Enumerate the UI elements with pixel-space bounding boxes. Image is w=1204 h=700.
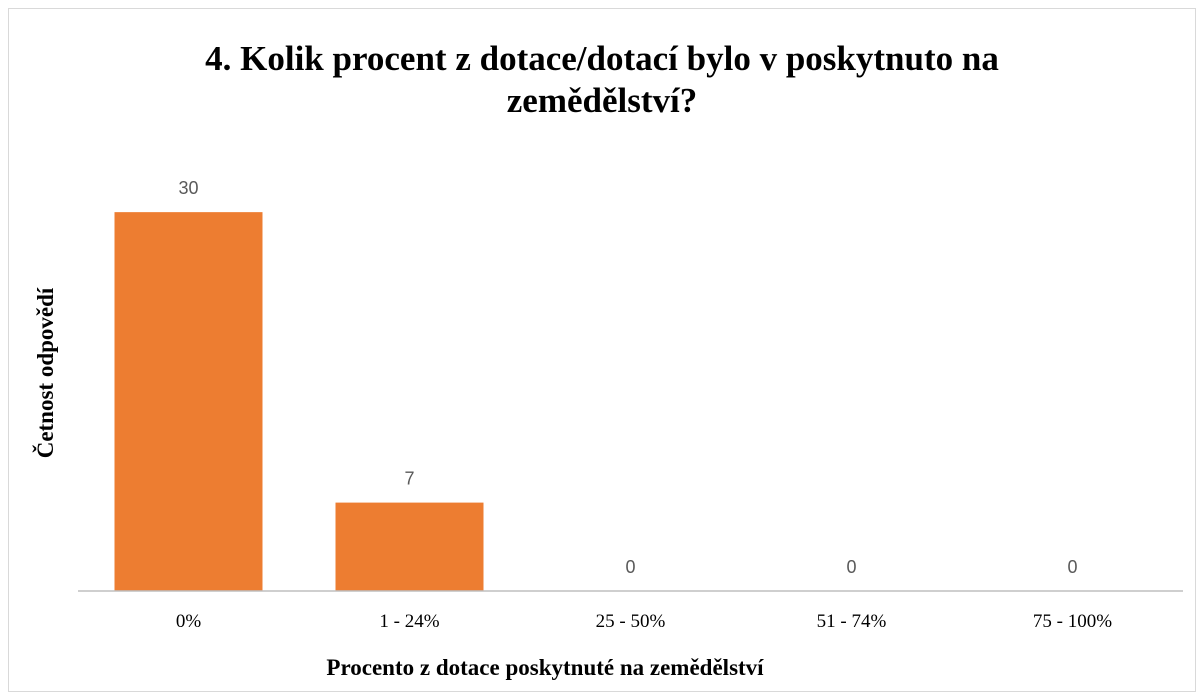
x-tick-label: 75 - 100%	[1033, 611, 1112, 632]
data-label: 0	[846, 557, 856, 577]
x-tick-label: 25 - 50%	[596, 611, 666, 632]
x-axis-label: Procento z dotace poskytnuté na zeměděls…	[326, 655, 764, 680]
data-label: 7	[404, 469, 414, 489]
x-tick-label: 51 - 74%	[817, 611, 887, 632]
y-axis-label: Četnost odpovědí	[32, 287, 58, 458]
bar	[335, 502, 484, 591]
chart-title: 4. Kolik procent z dotace/dotací bylo v …	[205, 39, 999, 120]
data-label: 30	[178, 178, 198, 198]
data-label: 0	[625, 557, 635, 577]
x-tick-label: 1 - 24%	[379, 611, 439, 632]
bar	[114, 212, 263, 591]
data-label: 0	[1067, 557, 1077, 577]
x-tick-label: 0%	[176, 611, 202, 632]
